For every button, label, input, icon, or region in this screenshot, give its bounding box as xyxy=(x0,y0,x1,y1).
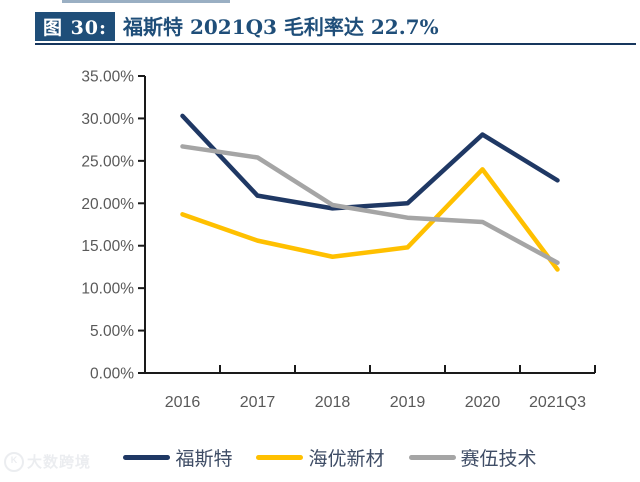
cropped-text-artifact xyxy=(62,0,230,3)
figure-number-label: 图 30: xyxy=(42,17,108,39)
svg-text:25.00%: 25.00% xyxy=(81,153,134,170)
svg-text:10.00%: 10.00% xyxy=(81,281,134,298)
svg-text:5.00%: 5.00% xyxy=(90,323,134,340)
svg-text:2021Q3: 2021Q3 xyxy=(529,394,586,411)
legend-item-haiyou: 海优新材 xyxy=(256,444,385,471)
watermark-logo-icon: K xyxy=(4,451,24,472)
svg-text:35.00%: 35.00% xyxy=(81,69,134,86)
svg-text:2018: 2018 xyxy=(315,394,351,411)
legend-label: 福斯特 xyxy=(175,447,233,470)
legend-item-foster: 福斯特 xyxy=(123,444,232,471)
legend-label: 赛伍技术 xyxy=(460,447,537,470)
legend-line-swatch-gray xyxy=(408,454,456,460)
figure-number-badge: 图 30: xyxy=(35,12,115,41)
svg-text:2019: 2019 xyxy=(390,394,426,411)
svg-text:2017: 2017 xyxy=(240,394,276,411)
legend-item-saiwu: 赛伍技术 xyxy=(408,444,537,471)
legend-line-swatch-navy xyxy=(123,454,171,460)
figure-title: 福斯特 2021Q3 毛利率达 22.7% xyxy=(123,15,439,39)
svg-text:15.00%: 15.00% xyxy=(81,238,134,255)
svg-text:2020: 2020 xyxy=(465,394,501,411)
watermark: K 大数跨境 xyxy=(4,451,91,472)
svg-text:0.00%: 0.00% xyxy=(90,366,134,383)
title-divider xyxy=(35,43,636,45)
watermark-text: 大数跨境 xyxy=(27,454,92,471)
chart-legend: 福斯特 海优新材 赛伍技术 xyxy=(50,443,610,471)
legend-line-swatch-gold xyxy=(256,454,304,460)
svg-text:2016: 2016 xyxy=(165,394,201,411)
svg-text:20.00%: 20.00% xyxy=(81,196,134,213)
legend-label: 海优新材 xyxy=(308,447,385,470)
svg-text:30.00%: 30.00% xyxy=(81,111,134,128)
